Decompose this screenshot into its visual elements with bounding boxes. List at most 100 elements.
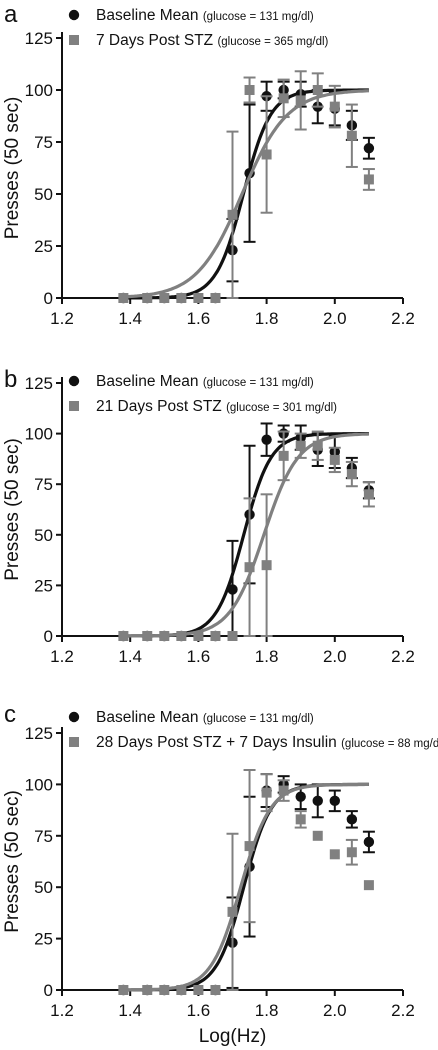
y-tick-label: 125 xyxy=(25,724,53,743)
data-point-square xyxy=(295,95,306,106)
data-point-square xyxy=(142,631,153,641)
x-tick-label: 2.2 xyxy=(391,309,415,328)
chart-panel-c: c 0 25 50 75 100 125 1.2 1.4 1.6 1.8 2.0 2.2 Presses … xyxy=(2,701,438,1047)
legend-entry: Baseline Mean (glucose = 131 mg/dl) xyxy=(96,7,314,24)
data-point-square xyxy=(159,985,170,995)
data-point-square xyxy=(295,440,306,451)
data-point-square xyxy=(210,985,221,995)
y-tick-label: 25 xyxy=(34,576,53,595)
y-tick-label: 125 xyxy=(25,374,53,393)
y-tick-label: 50 xyxy=(34,526,53,545)
data-point-circle xyxy=(227,584,238,595)
y-axis-title: Presses (50 sec) xyxy=(2,790,23,933)
legend-marker-square xyxy=(69,737,79,747)
x-tick-label: 2.0 xyxy=(323,647,347,666)
data-point-square xyxy=(193,631,204,641)
y-tick-label: 0 xyxy=(44,627,53,646)
panel-letter: b xyxy=(4,366,17,393)
legend-entry: 7 Days Post STZ (glucose = 365 mg/dl) xyxy=(96,32,329,49)
data-point-circle xyxy=(346,814,358,825)
chart-panel-a: a 0 25 50 75 100 125 1.2 1.4 1.6 1.8 2.0 2.2 Presses … xyxy=(2,1,415,328)
y-tick-label: 100 xyxy=(25,81,53,100)
legend-entry: Baseline Mean (glucose = 131 mg/dl) xyxy=(96,373,314,390)
y-tick-label: 25 xyxy=(34,930,53,949)
data-point-square xyxy=(312,830,323,841)
legend-series-name: 21 Days Post STZ xyxy=(96,398,226,415)
legend-series-name: 28 Days Post STZ + 7 Days Insulin xyxy=(96,734,341,751)
legend-entry: 21 Days Post STZ (glucose = 301 mg/dl) xyxy=(96,398,337,415)
data-point-square xyxy=(227,209,238,220)
series-baseline xyxy=(118,80,375,304)
data-point-square xyxy=(312,440,323,451)
data-point-square xyxy=(227,631,238,641)
y-tick-label: 50 xyxy=(34,878,53,897)
legend-marker-circle xyxy=(68,711,80,723)
y-tick-label: 100 xyxy=(25,425,53,444)
x-tick-label: 1.6 xyxy=(187,309,211,328)
data-point-square xyxy=(261,149,272,160)
data-point-square xyxy=(244,85,255,95)
x-tick-label: 1.4 xyxy=(118,647,142,666)
x-tick-label: 1.2 xyxy=(50,647,74,666)
x-tick-label: 2.2 xyxy=(391,647,415,666)
x-tick-label: 2.2 xyxy=(391,1001,415,1020)
data-point-square xyxy=(363,489,374,500)
data-point-square xyxy=(346,469,357,480)
fit-curve xyxy=(123,782,369,992)
data-point-square xyxy=(176,985,187,995)
chart-panel-b: b 0 25 50 75 100 125 1.2 1.4 1.6 1.8 2.0 2.2 Presses … xyxy=(2,366,415,666)
y-tick-label: 25 xyxy=(34,237,53,256)
data-point-circle xyxy=(363,143,375,154)
legend-series-name: Baseline Mean xyxy=(96,7,203,24)
x-tick-label: 1.8 xyxy=(255,647,279,666)
data-point-circle xyxy=(312,795,323,807)
data-point-square xyxy=(176,631,187,641)
legend-marker-square xyxy=(69,35,79,45)
x-tick-label: 1.4 xyxy=(118,309,142,328)
x-tick-label: 1.2 xyxy=(50,1001,74,1020)
data-point-square xyxy=(329,454,340,465)
data-point-square xyxy=(363,880,374,891)
data-point-square xyxy=(118,985,129,995)
data-point-square xyxy=(278,450,289,461)
y-tick-label: 0 xyxy=(44,289,53,308)
x-tick-label: 1.8 xyxy=(255,309,279,328)
data-point-square xyxy=(329,101,340,112)
data-point-square xyxy=(278,93,289,104)
data-point-square xyxy=(278,785,289,796)
series-stz xyxy=(118,430,375,641)
series-stz xyxy=(118,769,374,995)
data-point-square xyxy=(261,560,272,571)
data-point-square xyxy=(227,906,238,917)
x-tick-label: 1.4 xyxy=(118,1001,142,1020)
data-point-square xyxy=(346,847,357,858)
data-point-square xyxy=(295,814,306,825)
legend-glucose-note: (glucose = 131 mg/dl) xyxy=(203,377,314,389)
legend-glucose-note: (glucose = 365 mg/dl) xyxy=(217,36,328,48)
x-tick-label: 2.0 xyxy=(323,309,347,328)
legend-series-name: 7 Days Post STZ xyxy=(96,32,217,49)
legend-entry: Baseline Mean (glucose = 131 mg/dl) xyxy=(96,709,314,726)
legend-marker-square xyxy=(69,401,79,411)
legend-series-name: Baseline Mean xyxy=(96,709,203,726)
data-point-square xyxy=(210,631,221,641)
x-tick-label: 2.0 xyxy=(323,1001,347,1020)
y-tick-label: 75 xyxy=(34,827,53,846)
x-tick-label: 1.6 xyxy=(187,647,211,666)
y-tick-label: 75 xyxy=(34,133,53,152)
x-tick-label: 1.2 xyxy=(50,309,74,328)
x-tick-label: 1.6 xyxy=(187,1001,211,1020)
data-point-square xyxy=(176,293,187,303)
data-point-circle xyxy=(329,795,340,807)
y-tick-label: 50 xyxy=(34,185,53,204)
data-point-square xyxy=(244,562,255,573)
data-point-square xyxy=(159,293,170,303)
x-axis-title: Log(Hz) xyxy=(199,1026,267,1047)
data-point-square xyxy=(159,631,170,641)
y-axis-title: Presses (50 sec) xyxy=(2,438,23,581)
data-point-square xyxy=(142,985,153,995)
fit-curve xyxy=(123,88,369,300)
series-stz xyxy=(118,70,375,303)
y-tick-label: 0 xyxy=(44,981,53,1000)
